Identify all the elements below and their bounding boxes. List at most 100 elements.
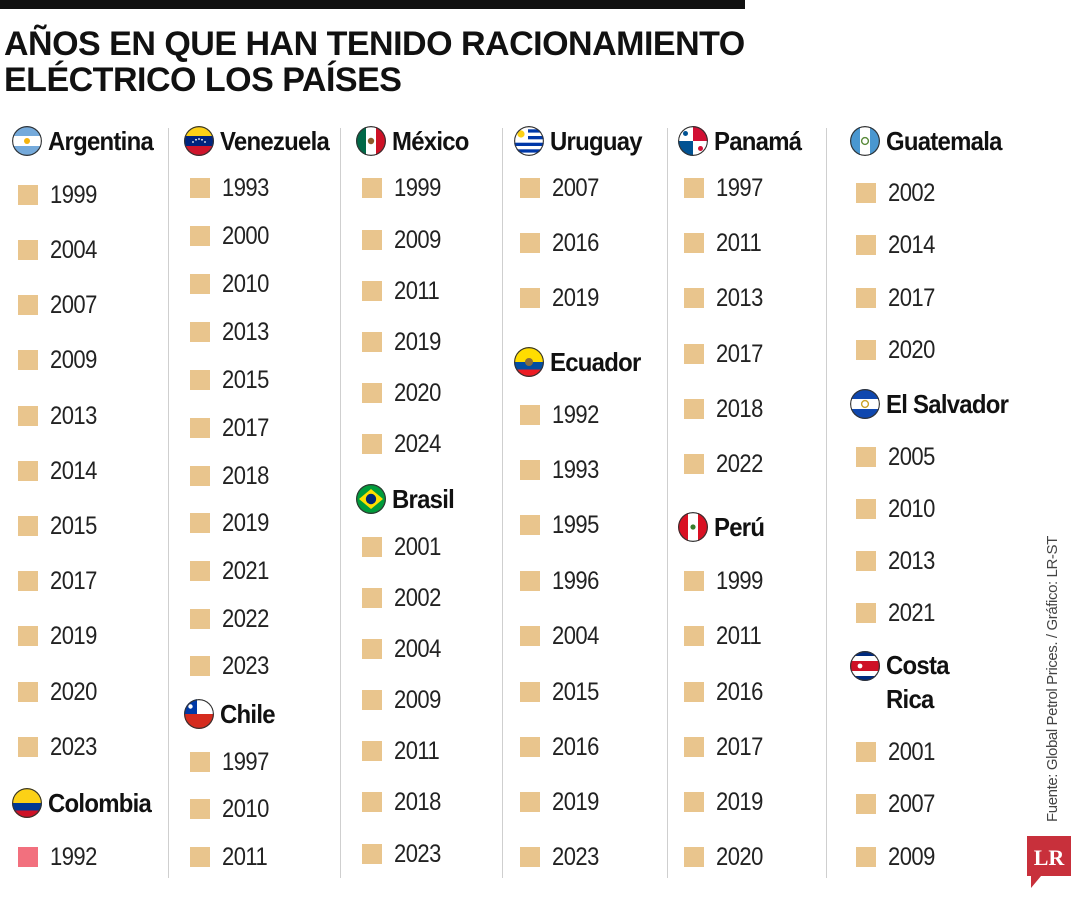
year-item: 2017 xyxy=(684,733,769,761)
year-item: 1993 xyxy=(190,174,275,202)
year-label: 2021 xyxy=(222,557,269,585)
year-label: 1999 xyxy=(50,181,97,209)
year-item: 1993 xyxy=(520,456,605,484)
year-marker xyxy=(684,847,704,867)
year-label: 1997 xyxy=(716,174,763,202)
year-marker xyxy=(684,626,704,646)
year-label: 1993 xyxy=(222,174,269,202)
year-label: 2016 xyxy=(552,733,599,761)
year-label: 2014 xyxy=(888,231,935,259)
year-label: 2009 xyxy=(50,346,97,374)
year-item: 2009 xyxy=(362,226,447,254)
year-item: 2019 xyxy=(520,788,605,816)
year-item: 1999 xyxy=(362,174,447,202)
year-marker xyxy=(190,370,210,390)
year-marker xyxy=(684,454,704,474)
el-salvador-flag-icon xyxy=(850,389,880,419)
year-item: 2015 xyxy=(520,678,605,706)
mexico-flag-icon xyxy=(356,126,386,156)
year-marker xyxy=(520,571,540,591)
year-item: 2016 xyxy=(520,229,605,257)
country-name: Venezuela xyxy=(220,126,330,156)
year-marker xyxy=(190,226,210,246)
year-marker xyxy=(856,340,876,360)
year-item: 2010 xyxy=(856,495,941,523)
year-label: 2017 xyxy=(888,284,935,312)
year-label: 1999 xyxy=(716,567,763,595)
year-label: 2005 xyxy=(888,443,935,471)
year-item: 2007 xyxy=(18,291,103,319)
year-item: 2004 xyxy=(362,635,447,663)
year-label: 2020 xyxy=(716,843,763,871)
year-label: 2023 xyxy=(552,843,599,871)
country-name: Colombia xyxy=(48,788,152,818)
year-label: 2022 xyxy=(222,605,269,633)
country-name: Guatemala xyxy=(886,126,1002,156)
top-rule xyxy=(0,0,745,9)
year-item: 2009 xyxy=(18,346,103,374)
year-label: 1997 xyxy=(222,748,269,776)
year-marker xyxy=(18,406,38,426)
year-marker xyxy=(18,737,38,757)
year-marker xyxy=(520,792,540,812)
year-label: 2007 xyxy=(888,790,935,818)
year-marker xyxy=(684,288,704,308)
country-header-uruguay: Uruguay xyxy=(514,126,650,156)
year-marker xyxy=(520,626,540,646)
year-label: 2022 xyxy=(716,450,763,478)
year-marker xyxy=(362,690,382,710)
country-name: Ecuador xyxy=(550,347,641,377)
year-marker xyxy=(856,847,876,867)
year-label: 2014 xyxy=(50,457,97,485)
year-marker xyxy=(856,499,876,519)
year-marker xyxy=(190,178,210,198)
year-item: 2018 xyxy=(684,395,769,423)
country-header-guatemala: Guatemala xyxy=(850,126,1012,156)
column-divider xyxy=(340,128,341,878)
year-marker xyxy=(684,571,704,591)
year-label: 2007 xyxy=(552,174,599,202)
year-item: 2007 xyxy=(856,790,941,818)
colombia-flag-icon xyxy=(12,788,42,818)
year-marker xyxy=(362,230,382,250)
year-item: 2010 xyxy=(190,270,275,298)
year-item: 2009 xyxy=(856,843,941,871)
year-item: 2009 xyxy=(362,686,447,714)
year-marker xyxy=(18,185,38,205)
country-header-peru: Perú xyxy=(678,512,769,542)
svg-text:LR: LR xyxy=(1034,845,1066,870)
lr-logo: LR xyxy=(1027,836,1071,888)
year-item: 1997 xyxy=(190,748,275,776)
year-marker xyxy=(684,233,704,253)
year-item: 2018 xyxy=(362,788,447,816)
year-marker xyxy=(684,682,704,702)
year-item: 2000 xyxy=(190,222,275,250)
panama-flag-icon xyxy=(678,126,708,156)
country-name: Chile xyxy=(220,699,276,729)
year-label: 2000 xyxy=(222,222,269,250)
year-marker xyxy=(18,571,38,591)
year-label: 2023 xyxy=(222,652,269,680)
ecuador-flag-icon xyxy=(514,347,544,377)
year-label: 2004 xyxy=(50,236,97,264)
year-item: 2004 xyxy=(18,236,103,264)
year-marker xyxy=(856,447,876,467)
year-label: 2015 xyxy=(552,678,599,706)
year-label: 1992 xyxy=(552,401,599,429)
year-label: 2001 xyxy=(888,738,935,766)
year-item: 1992 xyxy=(18,843,103,871)
year-label: 2013 xyxy=(222,318,269,346)
year-marker xyxy=(856,742,876,762)
source-note: Fuente: Global Petrol Prices. / Gráfico:… xyxy=(1044,536,1061,822)
year-item: 2014 xyxy=(18,457,103,485)
country-name: Brasil xyxy=(392,484,455,514)
country-name: Perú xyxy=(714,512,765,542)
year-item: 2023 xyxy=(520,843,605,871)
year-label: 2011 xyxy=(394,277,440,305)
year-label: 1993 xyxy=(552,456,599,484)
year-item: 2024 xyxy=(362,430,447,458)
year-label: 2019 xyxy=(716,788,763,816)
country-header-brasil: Brasil xyxy=(356,484,459,514)
year-item: 2019 xyxy=(520,284,605,312)
costa-rica-flag-icon xyxy=(850,651,880,681)
